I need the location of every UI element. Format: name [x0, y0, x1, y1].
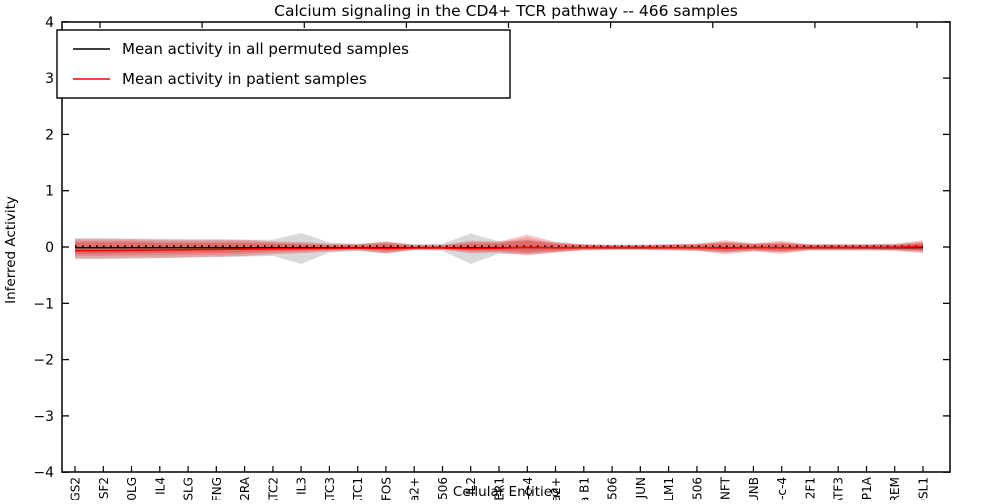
x-category-label: POU2F1	[803, 477, 817, 500]
x-category-label: Calcineurin A alpha-beta B1/FKBP12/FK506	[606, 477, 620, 500]
x-category-label: CD40LG	[125, 477, 139, 500]
x-category-label: IL4	[153, 477, 167, 495]
chart-title: Calcium signaling in the CD4+ TCR pathwa…	[274, 2, 738, 20]
x-category-label: FKBP1A	[860, 476, 874, 500]
x-category-label: Jun/NFAT1-c-4/p21SNFT	[719, 476, 733, 500]
x-category-label: BATF3	[832, 477, 846, 500]
y-tick-label: 2	[45, 127, 54, 143]
x-axis-label: Cellular Entities	[453, 484, 559, 500]
y-tick-label: −2	[33, 353, 54, 369]
y-tick-label: 3	[45, 71, 54, 87]
x-category-label: FASLG	[182, 477, 196, 500]
y-tick-label: −3	[33, 409, 54, 425]
x-category-label: NFATC2	[266, 477, 280, 500]
x-category-label: CREM	[888, 477, 902, 500]
y-tick-label: 0	[45, 240, 54, 256]
x-category-label: IFNG	[210, 477, 224, 500]
x-category-label: JUN	[634, 477, 648, 499]
y-tick-label: 1	[45, 184, 54, 200]
x-category-label: FOSL1	[917, 477, 931, 500]
x-category-label: IL3	[295, 477, 309, 495]
x-category-label: FKBP12/FK506	[690, 477, 704, 500]
legend: Mean activity in all permuted samples Me…	[57, 30, 510, 98]
y-tick-label: −1	[33, 296, 54, 312]
x-category-label: PTGS2	[69, 477, 83, 500]
x-category-label: IL2RA	[238, 476, 252, 500]
legend-label-permuted: Mean activity in all permuted samples	[122, 40, 409, 58]
x-category-label: CALM1	[662, 477, 676, 500]
y-tick-label: 4	[45, 15, 54, 31]
x-category-label: mol:FK506	[436, 477, 450, 500]
x-category-label: mol:Ca2+	[408, 477, 422, 500]
y-tick-label: −4	[33, 465, 54, 481]
x-category-label: JUNB	[747, 477, 761, 500]
legend-label-patient: Mean activity in patient samples	[122, 70, 367, 88]
x-category-label: NFATC1	[351, 477, 365, 500]
y-axis-label: Inferred Activity	[3, 196, 19, 304]
x-category-label: CSF2	[97, 477, 111, 500]
x-category-label: CaM/Ca2+/Calcineurin A alpha-beta B1	[577, 477, 591, 500]
x-category-label: JunB/Fra1/NFAT1-c-4	[775, 477, 789, 500]
x-category-label: NFATC3	[323, 477, 337, 500]
x-category-label: FOS	[379, 477, 393, 500]
